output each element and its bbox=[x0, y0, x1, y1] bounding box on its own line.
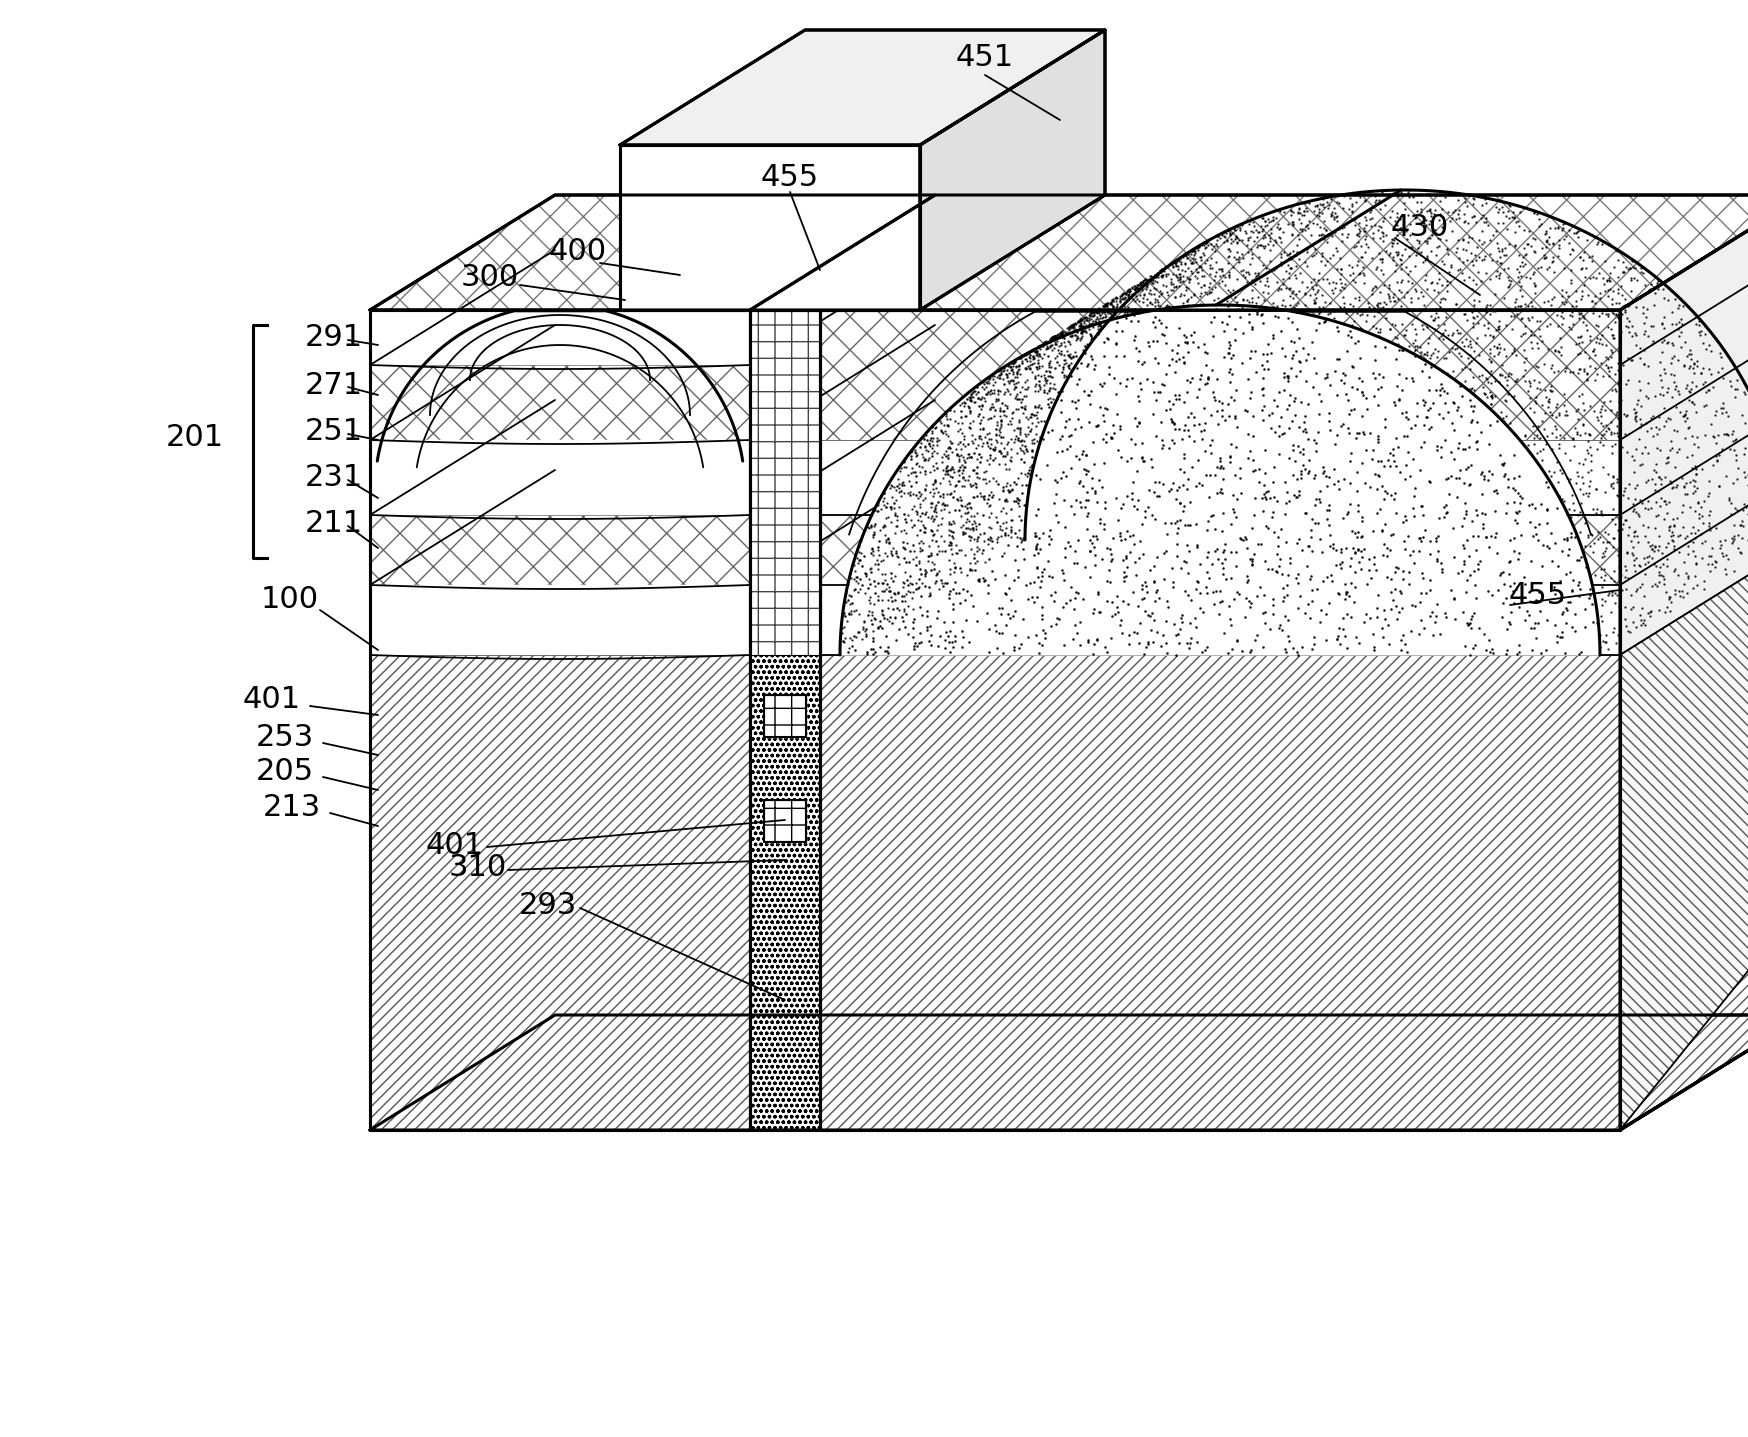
Polygon shape bbox=[1620, 540, 1748, 1129]
Text: 213: 213 bbox=[262, 793, 322, 822]
Text: 271: 271 bbox=[304, 371, 364, 399]
Polygon shape bbox=[820, 440, 1620, 514]
Polygon shape bbox=[371, 440, 750, 514]
Text: 400: 400 bbox=[549, 237, 607, 266]
Polygon shape bbox=[621, 30, 1105, 145]
Text: 205: 205 bbox=[255, 757, 315, 786]
Polygon shape bbox=[820, 310, 1620, 440]
Polygon shape bbox=[764, 696, 806, 737]
Polygon shape bbox=[371, 585, 750, 655]
Polygon shape bbox=[764, 800, 806, 842]
Text: 251: 251 bbox=[304, 418, 364, 447]
Polygon shape bbox=[820, 310, 1620, 365]
Polygon shape bbox=[820, 365, 1620, 440]
Polygon shape bbox=[371, 310, 750, 365]
Text: 231: 231 bbox=[304, 464, 364, 493]
Polygon shape bbox=[820, 514, 1620, 585]
Text: 455: 455 bbox=[760, 164, 820, 193]
Polygon shape bbox=[750, 195, 1748, 310]
Polygon shape bbox=[371, 195, 935, 310]
Polygon shape bbox=[919, 30, 1105, 310]
Polygon shape bbox=[750, 310, 820, 655]
Text: 100: 100 bbox=[260, 585, 320, 615]
Text: 253: 253 bbox=[255, 723, 315, 753]
Text: 430: 430 bbox=[1391, 214, 1449, 243]
Text: 455: 455 bbox=[1509, 581, 1566, 609]
Polygon shape bbox=[1620, 540, 1748, 1129]
Polygon shape bbox=[1620, 195, 1748, 1129]
Text: 291: 291 bbox=[304, 323, 364, 352]
Polygon shape bbox=[820, 585, 1620, 655]
Polygon shape bbox=[841, 305, 1599, 655]
Polygon shape bbox=[621, 145, 919, 310]
Text: 293: 293 bbox=[519, 891, 577, 920]
Polygon shape bbox=[820, 655, 1620, 1129]
Polygon shape bbox=[371, 514, 750, 585]
Text: 401: 401 bbox=[243, 685, 301, 714]
Polygon shape bbox=[750, 655, 820, 1129]
Polygon shape bbox=[371, 655, 750, 1129]
Polygon shape bbox=[764, 800, 806, 842]
Text: 300: 300 bbox=[461, 263, 519, 293]
Text: 201: 201 bbox=[166, 424, 224, 453]
Text: 211: 211 bbox=[304, 510, 364, 539]
Text: 451: 451 bbox=[956, 43, 1014, 72]
Polygon shape bbox=[371, 365, 750, 440]
Polygon shape bbox=[371, 1015, 1748, 1129]
Polygon shape bbox=[764, 696, 806, 737]
Polygon shape bbox=[371, 195, 935, 310]
Text: 401: 401 bbox=[427, 831, 484, 859]
Text: 310: 310 bbox=[449, 854, 507, 882]
Polygon shape bbox=[750, 195, 1748, 310]
